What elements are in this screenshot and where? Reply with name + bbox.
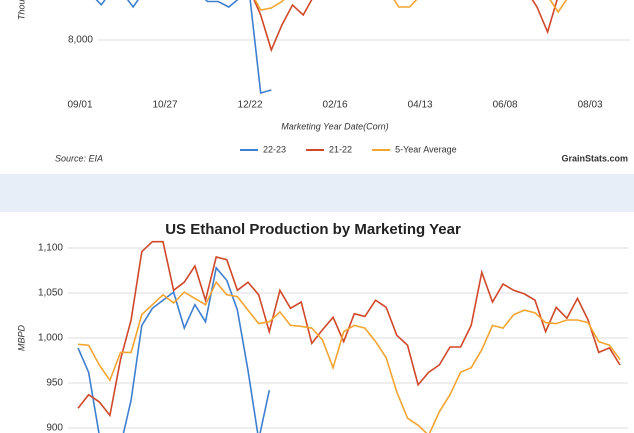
x-tick-label: 10/27 xyxy=(153,100,178,111)
y-axis-label: Thou xyxy=(16,0,26,20)
credit: GrainStats.com xyxy=(561,153,628,163)
x-tick-label: 06/08 xyxy=(493,100,518,111)
y-tick-label: 900 xyxy=(46,423,63,433)
legend-label: 22-23 xyxy=(263,144,286,154)
series-line xyxy=(77,280,621,433)
source-note: Source: EIA xyxy=(55,153,103,163)
chart-title: US Ethanol Production by Marketing Year xyxy=(165,221,461,238)
y-tick-label: 1,000 xyxy=(38,333,63,344)
x-tick-label: 12/22 xyxy=(238,100,263,111)
x-axis-label: Marketing Year Date(Corn) xyxy=(281,121,388,131)
x-tick-label: 08/03 xyxy=(578,100,603,111)
legend-label: 21-22 xyxy=(329,144,352,154)
x-tick-label: 02/16 xyxy=(323,100,348,111)
y-tick-label: 950 xyxy=(46,378,63,389)
y-tick-label: 1,100 xyxy=(38,243,63,254)
series-line xyxy=(77,266,271,433)
separator-band xyxy=(0,174,634,212)
x-tick-label: 09/01 xyxy=(67,100,92,111)
legend-label: 5-Year Average xyxy=(395,144,457,154)
y-tick-label: 1,050 xyxy=(38,288,63,299)
x-tick-label: 04/13 xyxy=(408,100,433,111)
y-axis-label: MBPD xyxy=(16,325,26,352)
y-tick-label: 8,000 xyxy=(68,35,93,46)
